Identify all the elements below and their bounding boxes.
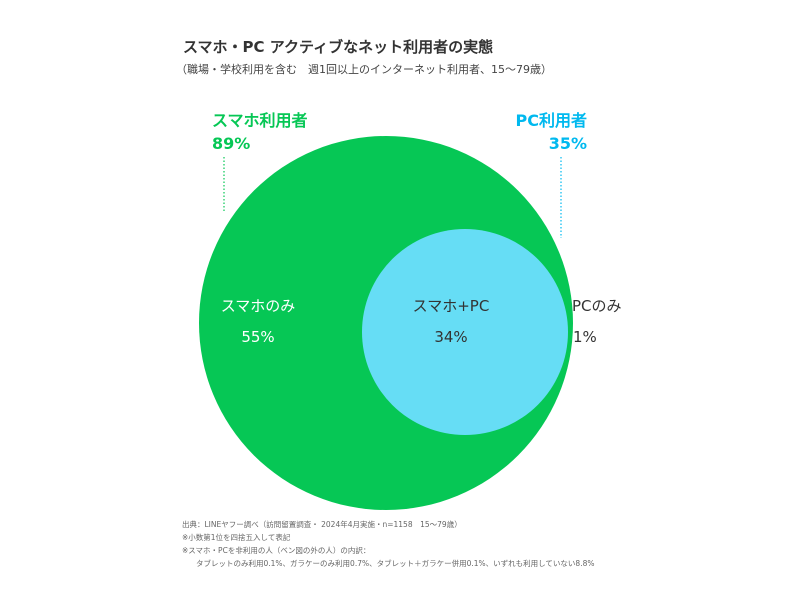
footnote-nonusers-heading: ※スマホ・PCを非利用の人（ベン図の外の人）の内訳： xyxy=(182,546,371,555)
region-value-pc-only: 1% xyxy=(573,328,597,346)
region-label-both: スマホ+PC xyxy=(413,297,490,315)
footnote-source: 出典：LINEヤフー調べ（訪問留置調査・ 2024年4月実施・n=1158 15… xyxy=(182,520,462,529)
region-value-both: 34% xyxy=(434,328,467,346)
smartphone-set-value: 89% xyxy=(212,134,250,153)
footnotes: 出典：LINEヤフー調べ（訪問留置調査・ 2024年4月実施・n=1158 15… xyxy=(182,518,595,570)
footnote-nonusers-breakdown: タブレットのみ利用0.1%、ガラケーのみ利用0.7%、タブレット＋ガラケー併用0… xyxy=(196,559,595,568)
chart-title: スマホ・PC アクティブなネット利用者の実態 xyxy=(183,38,494,56)
chart-subtitle: （職場・学校利用を含む 週1回以上のインターネット利用者、15～79歳） xyxy=(176,63,552,76)
footnote-rounding: ※小数第1位を四捨五入して表記 xyxy=(182,533,291,542)
pc-set-name: PC利用者 xyxy=(516,111,587,130)
smartphone-set-name: スマホ利用者 xyxy=(212,111,308,130)
region-label-smartphone-only: スマホのみ xyxy=(221,297,296,315)
region-label-pc-only: PCのみ xyxy=(572,297,622,315)
pc-set-value: 35% xyxy=(549,134,587,153)
overlap-region xyxy=(362,229,568,435)
region-value-smartphone-only: 55% xyxy=(241,328,274,346)
